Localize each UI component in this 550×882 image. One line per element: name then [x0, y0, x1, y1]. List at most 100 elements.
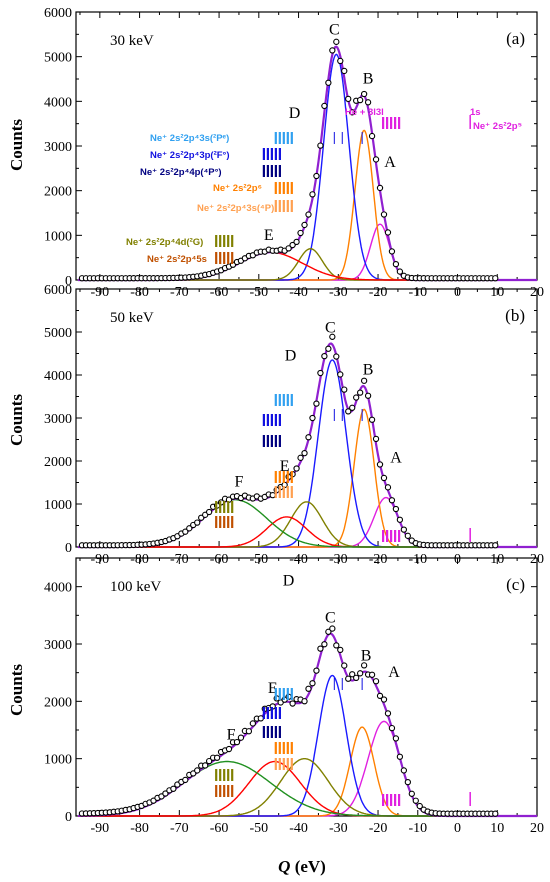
data-point [357, 670, 364, 677]
data-point [194, 767, 201, 774]
data-point [309, 191, 316, 198]
data-point [321, 641, 328, 648]
state-marker-tick [398, 794, 401, 806]
state-marker-tick [219, 501, 222, 513]
state-marker-tick [223, 501, 226, 513]
state-marker-tick [286, 132, 289, 144]
state-marker-tick [227, 516, 230, 528]
state-marker-tick [386, 530, 389, 542]
state-marker-tick [215, 501, 218, 513]
x-axis-title-variable: Q [278, 857, 290, 876]
state-marker-tick [219, 769, 222, 781]
fit-component-A [78, 223, 537, 281]
energy-label: 50 keV [110, 310, 154, 326]
state-marker-tick [270, 707, 273, 719]
state-marker-tick [227, 769, 230, 781]
state-marker-tick [266, 726, 269, 738]
state-marker-tick [274, 758, 277, 770]
state-marker-tick [215, 516, 218, 528]
state-marker-tick [274, 182, 277, 194]
state-marker-tick [290, 394, 293, 406]
data-point [329, 333, 336, 340]
data-point [404, 778, 411, 786]
fit-component-B [78, 408, 537, 548]
data-point [492, 542, 499, 549]
state-marker-tick [227, 785, 230, 797]
y-tick-label: 6000 [44, 6, 72, 21]
data-point [388, 248, 396, 255]
state-marker-tick [274, 132, 277, 144]
data-point [190, 770, 197, 777]
state-marker-tick [219, 785, 222, 797]
fit-sum-curve [78, 342, 537, 549]
state-marker-tick [290, 200, 293, 212]
data-point [205, 508, 213, 516]
data-point [345, 408, 352, 415]
state-marker-tick [290, 471, 293, 483]
panel-tag: (a) [506, 29, 525, 48]
y-tick-label: 2000 [44, 455, 72, 470]
state-marker-tick [278, 132, 281, 144]
peak-label-D: D [283, 573, 295, 590]
data-point [388, 497, 396, 504]
state-marker-tick [278, 435, 281, 447]
panel-tag: (b) [505, 306, 525, 325]
data-point [396, 268, 404, 275]
data-point [380, 211, 388, 218]
state-marker-tick [278, 742, 281, 754]
data-point [293, 238, 300, 246]
state-marker-tick [469, 792, 471, 806]
panel-1: -90-80-70-60-50-40-30-20-100102001000200… [44, 6, 544, 300]
data-point [396, 516, 404, 523]
data-point [333, 642, 340, 649]
state-marker-tick [262, 414, 265, 426]
data-point [400, 526, 408, 533]
data-point [313, 400, 320, 407]
state-label: Ne⁺ 2s²2p⁴5s [147, 254, 207, 265]
data-point [325, 628, 332, 635]
x-tick-label: -60 [210, 821, 229, 836]
state-marker-tick [215, 235, 218, 247]
state-label: Ne⁺ 2s²2p⁴4p(⁴P°) [140, 167, 222, 178]
state-marker-tick [274, 148, 277, 160]
state-marker-tick [286, 471, 289, 483]
state-marker-tick [286, 182, 289, 194]
data-point [349, 109, 356, 116]
y-tick-label: 0 [65, 810, 72, 825]
state-label: Ne⁺ 2s²2p⁴4d(²G) [126, 237, 203, 248]
y-tick-label: 1000 [44, 753, 72, 768]
data-point [345, 675, 352, 682]
data-point [329, 625, 336, 632]
state-label: Ne⁺ 2s²2p⁴3s(⁴P) [197, 203, 274, 214]
data-point [321, 102, 328, 110]
state-marker-tick [231, 785, 234, 797]
data-point [492, 810, 499, 817]
data-point [337, 371, 344, 378]
state-marker-tick [274, 688, 277, 700]
data-point [392, 260, 400, 268]
data-point [329, 47, 336, 54]
data-point [353, 674, 360, 682]
state-marker-tick [274, 471, 277, 483]
state-marker-tick [286, 486, 289, 498]
state-marker-tick [282, 200, 285, 212]
y-tick-label: 1000 [44, 229, 72, 244]
peak-label-A: A [388, 664, 400, 681]
state-marker-tick [270, 414, 273, 426]
state-marker-tick [278, 758, 281, 770]
data-point [408, 790, 415, 797]
state-marker-tick [274, 707, 277, 719]
state-marker-tick [282, 758, 285, 770]
state-marker-tick [278, 726, 281, 738]
state-marker-tick [278, 165, 281, 177]
state-marker-tick [231, 516, 234, 528]
x-tick-label: -50 [249, 821, 268, 836]
data-point [412, 797, 419, 804]
y-tick-label: 3000 [44, 140, 72, 155]
ylabel-panel-a: Counts [7, 119, 26, 171]
y-tick-label: 4000 [44, 369, 72, 384]
state-label: Ne⁺ 2s²2p⁴3p(²F°) [150, 150, 230, 161]
data-point [388, 724, 396, 732]
x-tick-label: 20 [530, 821, 544, 836]
state-marker-tick [286, 688, 289, 700]
